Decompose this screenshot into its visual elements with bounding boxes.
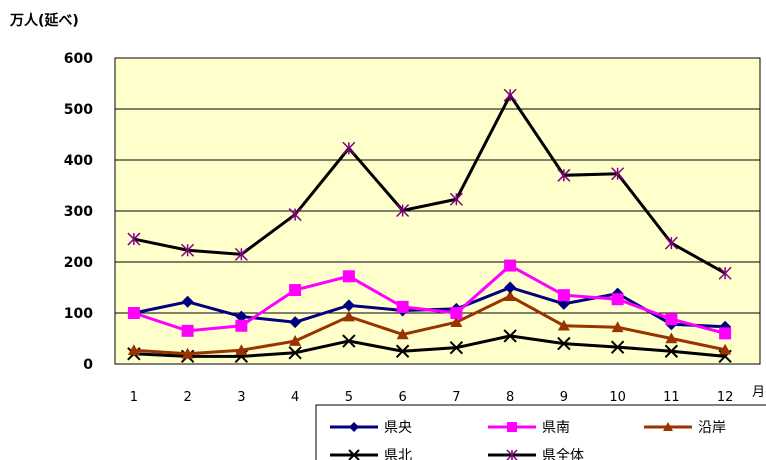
star-marker bbox=[288, 208, 302, 222]
star-marker bbox=[342, 141, 356, 155]
x-marker bbox=[348, 449, 360, 460]
star-marker bbox=[557, 168, 571, 182]
y-tick-label: 500 bbox=[64, 102, 93, 118]
legend-label: 県全体 bbox=[542, 447, 584, 460]
star-marker bbox=[506, 449, 518, 460]
x-tick-label: 10 bbox=[609, 390, 626, 405]
legend-item: 県南 bbox=[488, 420, 570, 436]
triangle-marker bbox=[127, 344, 140, 356]
diamond-marker bbox=[235, 310, 248, 323]
square-marker bbox=[450, 307, 463, 319]
legend-box bbox=[315, 404, 766, 460]
x-marker bbox=[557, 336, 571, 351]
y-tick-label: 600 bbox=[64, 51, 93, 67]
triangle-marker bbox=[342, 310, 355, 322]
legend-item: 県央 bbox=[330, 420, 412, 436]
square-marker bbox=[127, 307, 140, 319]
triangle-marker bbox=[235, 344, 248, 356]
series-県全体 bbox=[127, 88, 732, 280]
square-marker bbox=[719, 327, 732, 340]
series-line bbox=[133, 92, 726, 275]
star-marker bbox=[718, 266, 732, 280]
legend-label: 県北 bbox=[384, 448, 412, 460]
series-沿岸 bbox=[127, 290, 732, 359]
triangle-marker bbox=[665, 332, 678, 344]
x-tick-label: 11 bbox=[663, 390, 680, 405]
triangle-marker bbox=[450, 316, 463, 327]
star-marker bbox=[234, 247, 248, 261]
square-marker bbox=[557, 289, 570, 302]
square-marker bbox=[611, 293, 624, 306]
x-tick-label: 2 bbox=[183, 390, 191, 405]
star-marker bbox=[503, 88, 517, 102]
diamond-marker bbox=[349, 422, 359, 432]
x-tick-label: 12 bbox=[717, 390, 734, 405]
diamond-marker bbox=[504, 281, 517, 294]
square-marker bbox=[289, 284, 302, 297]
y-tick-label: 100 bbox=[64, 306, 93, 322]
x-marker bbox=[395, 344, 410, 358]
square-marker bbox=[181, 324, 194, 337]
y-tick-label: 0 bbox=[83, 357, 93, 373]
x-marker bbox=[610, 340, 625, 354]
legend-label: 沿岸 bbox=[698, 420, 726, 436]
x-tick-label: 3 bbox=[237, 390, 245, 405]
square-marker bbox=[342, 270, 355, 283]
x-tick-label: 7 bbox=[452, 390, 460, 405]
triangle-marker bbox=[663, 422, 673, 431]
x-marker bbox=[342, 334, 356, 348]
x-marker bbox=[288, 346, 302, 360]
square-marker bbox=[396, 300, 409, 313]
x-axis-ticks: 1 2 3 4 5 6 7 8 9 10 11 12 bbox=[130, 390, 734, 405]
y-axis-ticks: 0 100 200 300 400 500 600 bbox=[64, 51, 93, 373]
triangle-marker bbox=[557, 319, 570, 331]
legend-item: 県全体 bbox=[488, 447, 584, 460]
triangle-marker bbox=[719, 343, 732, 355]
square-marker bbox=[507, 422, 517, 432]
y-tick-label: 300 bbox=[64, 204, 93, 220]
x-tick-label: 1 bbox=[130, 390, 138, 405]
y-axis-label: 万人(延べ) bbox=[9, 12, 79, 29]
diamond-marker bbox=[181, 295, 194, 308]
star-marker bbox=[611, 167, 625, 181]
star-marker bbox=[449, 192, 463, 206]
x-axis-unit: 月 bbox=[752, 385, 765, 400]
series-県北 bbox=[127, 329, 732, 364]
series-line bbox=[133, 334, 726, 358]
legend-item: 沿岸 bbox=[644, 420, 726, 436]
x-marker bbox=[449, 340, 464, 355]
series-layer bbox=[127, 88, 732, 364]
x-tick-label: 9 bbox=[560, 390, 568, 405]
x-tick-label: 8 bbox=[506, 390, 514, 405]
series-line bbox=[133, 263, 726, 335]
star-marker bbox=[396, 203, 410, 218]
y-tick-label: 400 bbox=[64, 153, 93, 169]
square-marker bbox=[235, 319, 248, 332]
square-marker bbox=[665, 313, 678, 326]
series-県南 bbox=[127, 259, 732, 340]
star-marker bbox=[181, 243, 195, 257]
square-marker bbox=[504, 259, 517, 272]
x-marker bbox=[503, 329, 517, 343]
triangle-marker bbox=[396, 328, 409, 340]
triangle-marker bbox=[611, 321, 624, 333]
series-line bbox=[133, 294, 726, 356]
x-tick-label: 6 bbox=[398, 390, 406, 405]
legend-item: 県北 bbox=[330, 448, 412, 460]
diamond-marker bbox=[289, 316, 302, 329]
x-marker bbox=[664, 344, 679, 358]
star-marker bbox=[127, 232, 141, 246]
triangle-marker bbox=[504, 290, 517, 301]
x-tick-label: 5 bbox=[345, 390, 353, 405]
y-tick-label: 200 bbox=[64, 255, 93, 271]
triangle-marker bbox=[289, 335, 302, 346]
triangle-marker bbox=[181, 347, 194, 359]
x-tick-label: 4 bbox=[291, 390, 299, 405]
star-marker bbox=[664, 236, 678, 250]
diamond-marker bbox=[342, 299, 355, 312]
legend-label: 県南 bbox=[542, 420, 570, 436]
legend-label: 県央 bbox=[384, 420, 412, 436]
